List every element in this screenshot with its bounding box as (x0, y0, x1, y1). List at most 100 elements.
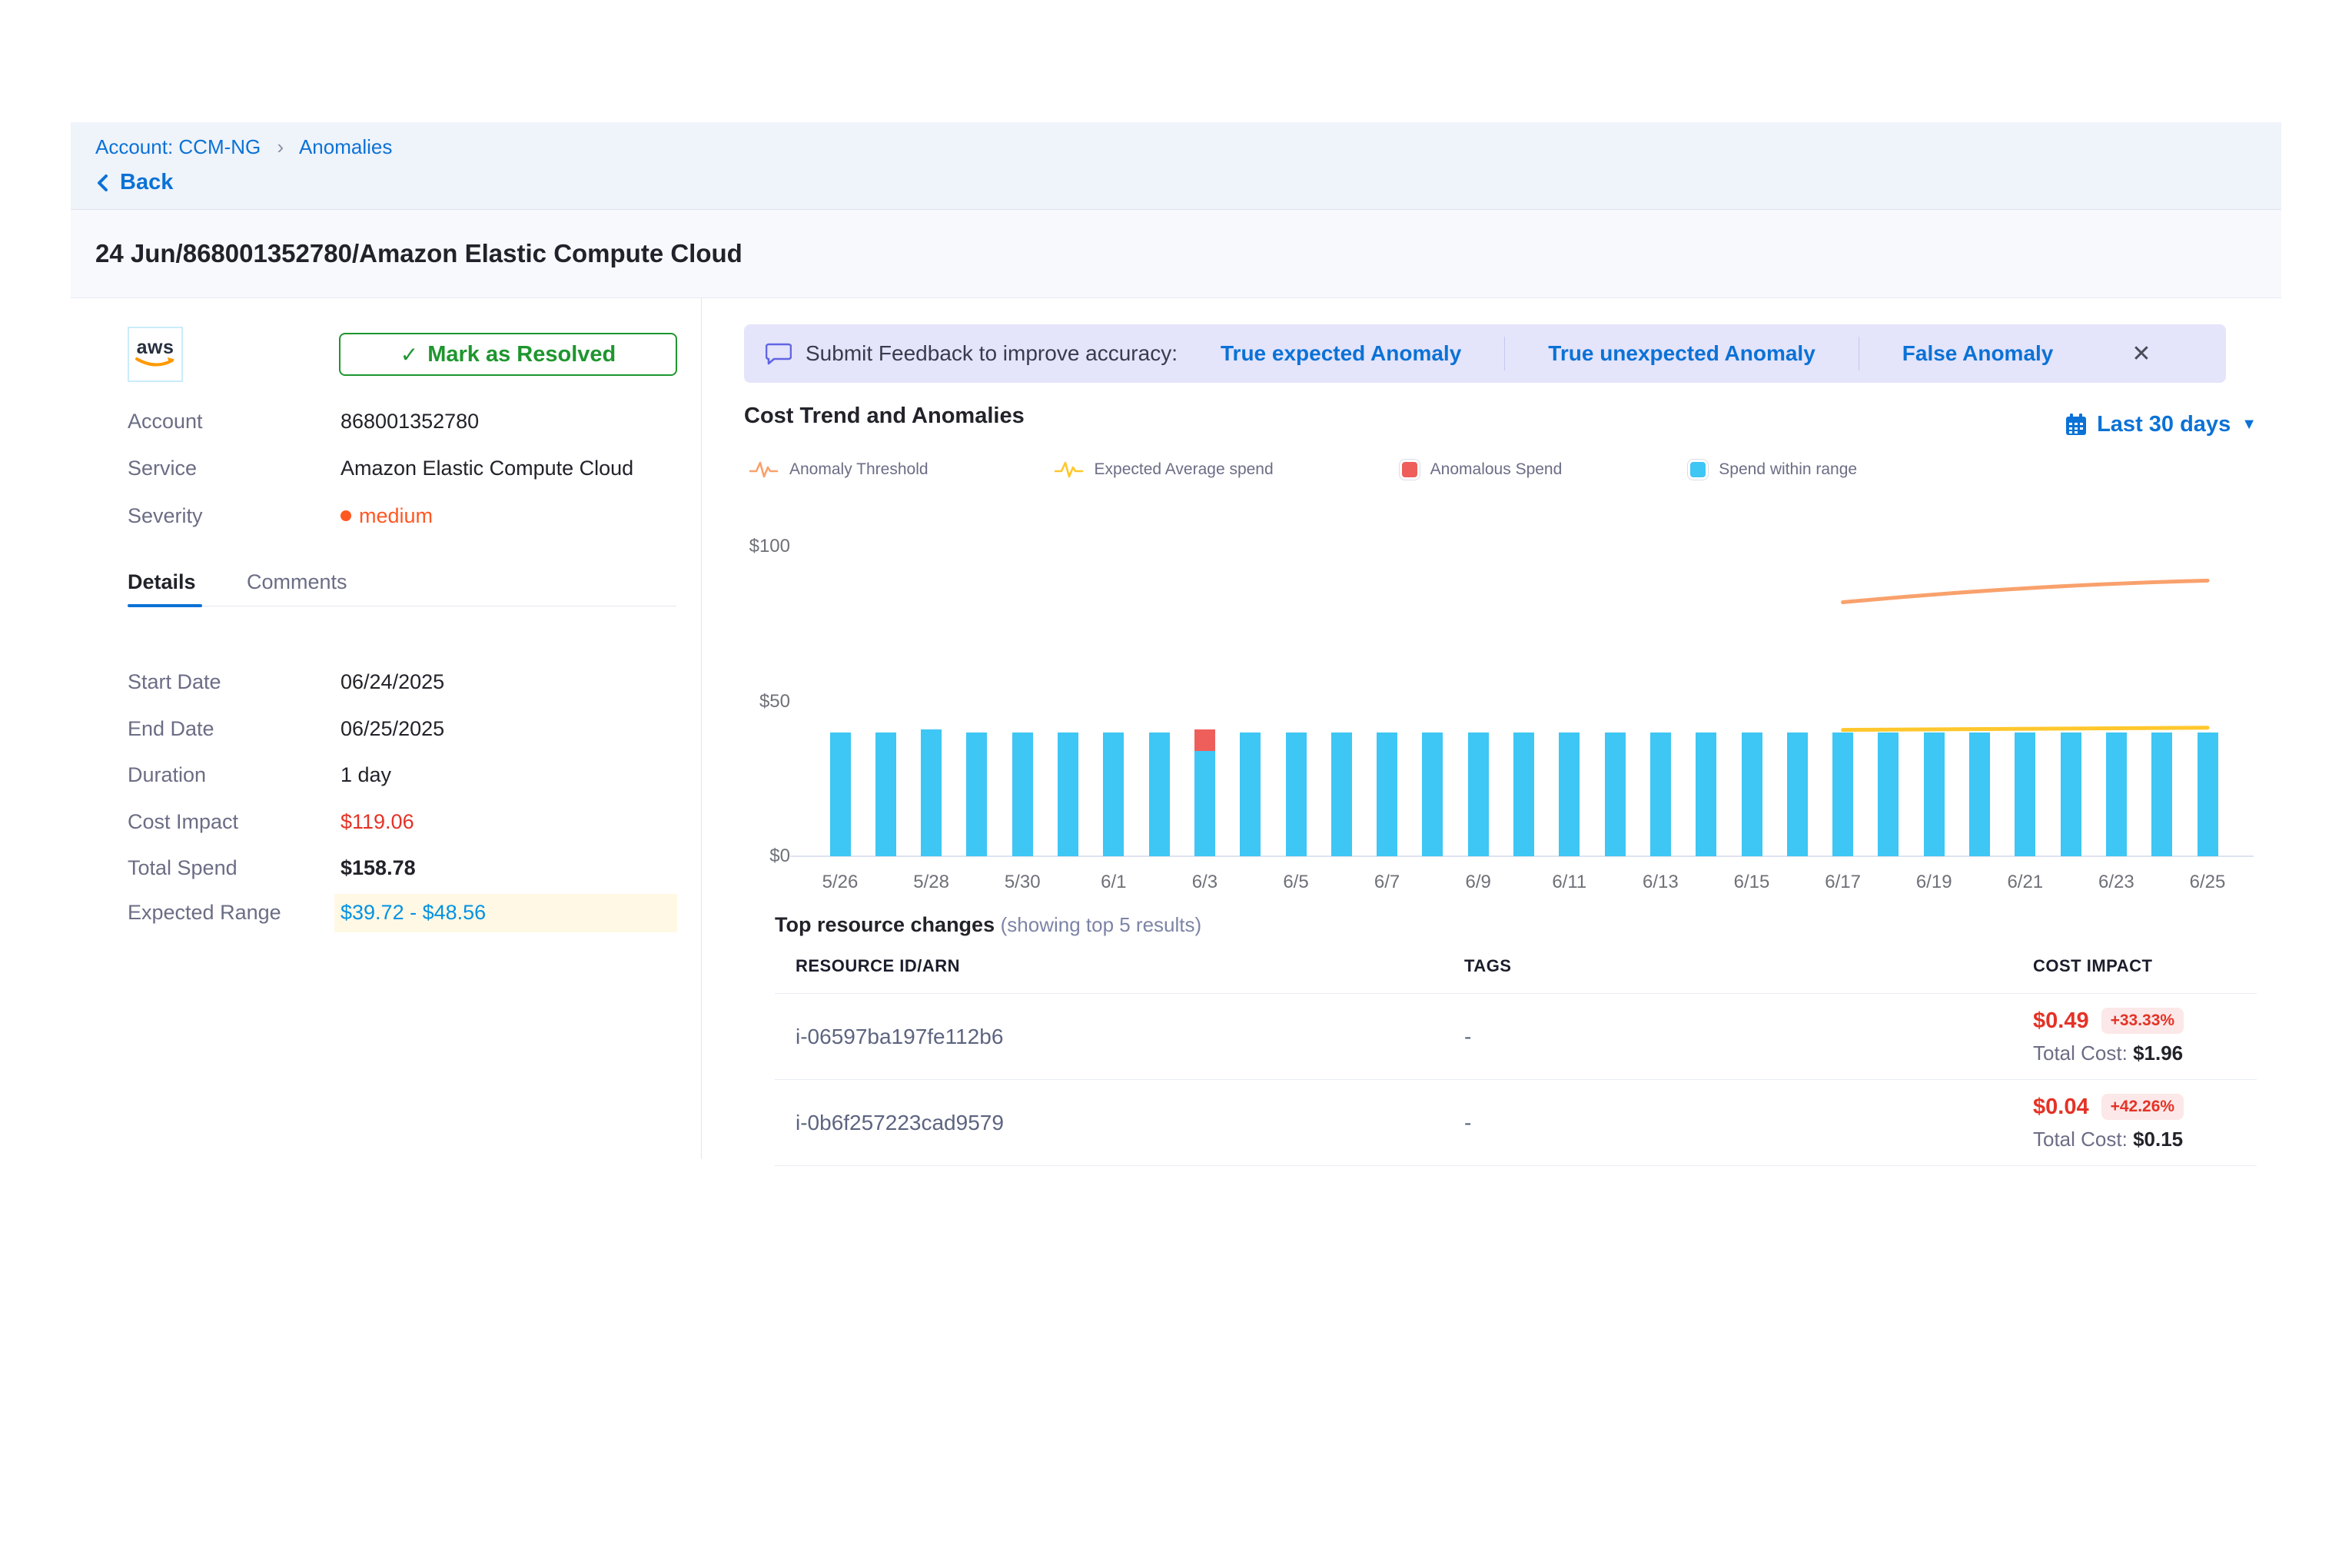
bar-6/9-within-range[interactable] (1467, 733, 1489, 856)
bar-6/20-within-range[interactable] (1969, 733, 1990, 856)
resources-table-subtitle: (showing top 5 results) (1000, 913, 1202, 936)
feedback-prompt: Submit Feedback to improve accuracy: (806, 341, 1178, 365)
bar-6/15-within-range[interactable] (1741, 733, 1762, 856)
close-banner-icon[interactable]: ✕ (2131, 341, 2151, 367)
detail-label-3: Cost Impact (128, 810, 239, 833)
legend-item-3: Spend within range (1688, 460, 1857, 480)
time-range-dropdown[interactable]: Last 30 days ▼ (2065, 412, 2257, 437)
field-label: Service (128, 457, 198, 480)
bar-6/24-within-range[interactable] (2151, 733, 2173, 856)
detail-value-2: 1 day (341, 763, 392, 786)
feedback-option-2[interactable]: False Anomaly (1902, 341, 2054, 365)
bar-6/17-within-range[interactable] (1832, 733, 1854, 856)
severity-dot (341, 510, 351, 521)
detail-label-1: End Date (128, 717, 214, 740)
field-value: 868001352780 (341, 410, 480, 433)
x-tick-6/13: 6/13 (1643, 872, 1679, 892)
cost-impact-cell: $0.04 +42.26% (2033, 1094, 2184, 1120)
feedback-option-1[interactable]: True unexpected Anomaly (1548, 341, 1815, 365)
anomaly-threshold-line (1841, 578, 2210, 605)
bar-5/26-within-range[interactable] (829, 733, 851, 856)
summary-field-account: Account 868001352780 (128, 410, 676, 440)
resource-tags: - (1464, 1025, 1472, 1048)
x-tick-6/7: 6/7 (1374, 872, 1400, 892)
detail-value-0: 06/24/2025 (341, 670, 445, 693)
y-tick-$50: $50 (759, 690, 790, 712)
active-tab-underline (128, 604, 202, 607)
x-tick-6/5: 6/5 (1283, 872, 1309, 892)
back-label: Back (120, 170, 174, 194)
bar-6/18-within-range[interactable] (1878, 733, 1899, 856)
bar-6/14-within-range[interactable] (1696, 733, 1717, 856)
bar-5/27-within-range[interactable] (875, 733, 896, 856)
bar-6/16-within-range[interactable] (1786, 733, 1808, 856)
resource-id-link[interactable]: i-0b6f257223cad9579 (796, 1111, 1004, 1134)
col-cost-impact: COST IMPACT (2033, 956, 2153, 975)
bar-5/28-within-range[interactable] (921, 729, 942, 856)
caret-down-icon: ▼ (2241, 416, 2257, 433)
summary-field-severity: Severity medium (128, 504, 676, 535)
bar-5/30-within-range[interactable] (1012, 733, 1033, 856)
zigzag-line-icon (1054, 461, 1083, 478)
chevron-left-icon (98, 174, 108, 191)
detail-tabs: Details Comments (128, 570, 347, 594)
feedback-option-0[interactable]: True expected Anomaly (1220, 341, 1462, 365)
bar-6/6-within-range[interactable] (1330, 733, 1352, 856)
legend-item-0: Anomaly Threshold (749, 458, 929, 481)
expected-range-highlight (334, 894, 677, 932)
mark-as-resolved-button[interactable]: ✓ Mark as Resolved (339, 333, 677, 376)
detail-label-4: Total Spend (128, 856, 238, 879)
bar-6/7-within-range[interactable] (1377, 733, 1398, 856)
resources-table-header: RESOURCE ID/ARN TAGS COST IMPACT (775, 950, 2257, 993)
bar-5/29-within-range[interactable] (966, 733, 988, 856)
bar-6/8-within-range[interactable] (1422, 733, 1443, 856)
bar-6/5-within-range[interactable] (1285, 733, 1307, 856)
bar-6/10-within-range[interactable] (1513, 733, 1534, 856)
bar-6/2-within-range[interactable] (1148, 733, 1170, 856)
resources-table: RESOURCE ID/ARN TAGS COST IMPACT i-06597… (775, 950, 2257, 1166)
bar-6/11-within-range[interactable] (1559, 733, 1580, 856)
bar-6/25-within-range[interactable] (2197, 733, 2218, 856)
bar-6/21-within-range[interactable] (2015, 733, 2036, 856)
x-tick-6/11: 6/11 (1552, 872, 1587, 892)
bar-6/4-within-range[interactable] (1240, 733, 1261, 856)
tab-details[interactable]: Details (128, 570, 196, 593)
bar-6/3-anomalous[interactable] (1194, 729, 1215, 751)
tab-comments[interactable]: Comments (247, 570, 347, 593)
expected-average-spend-line (1841, 726, 2210, 733)
resource-id-link[interactable]: i-06597ba197fe112b6 (796, 1025, 1004, 1048)
breadcrumb-account-link[interactable]: Account: CCM-NG (95, 135, 261, 158)
bar-6/1-within-range[interactable] (1103, 733, 1125, 856)
bar-5/31-within-range[interactable] (1058, 733, 1078, 856)
calendar-icon (2065, 413, 2088, 437)
total-cost: Total Cost: $1.96 (2033, 1041, 2184, 1065)
x-tick-6/15: 6/15 (1733, 872, 1770, 892)
panel-divider (701, 298, 702, 1159)
breadcrumb-anomalies-link[interactable]: Anomalies (298, 135, 393, 158)
bar-6/19-within-range[interactable] (1923, 733, 1945, 856)
bar-6/13-within-range[interactable] (1649, 733, 1671, 856)
page-title: 24 Jun/868001352780/Amazon Elastic Compu… (95, 239, 742, 267)
resource-tags: - (1464, 1111, 1472, 1134)
col-tags: TAGS (1464, 956, 1512, 975)
header-divider (775, 993, 2257, 994)
summary-field-service: Service Amazon Elastic Compute Cloud (128, 457, 676, 487)
zigzag-line-icon (749, 461, 779, 478)
resolve-button-label: Mark as Resolved (427, 341, 616, 367)
bar-6/23-within-range[interactable] (2105, 733, 2127, 856)
x-tick-6/19: 6/19 (1915, 872, 1952, 892)
chat-bubble-icon (766, 342, 792, 365)
aws-logo: aws (128, 327, 183, 382)
x-tick-6/23: 6/23 (2098, 872, 2134, 892)
x-axis-line (790, 855, 2254, 857)
time-range-label: Last 30 days (2097, 412, 2231, 437)
bar-6/3-within-range[interactable] (1194, 751, 1215, 856)
x-tick-6/17: 6/17 (1825, 872, 1861, 892)
bar-6/12-within-range[interactable] (1604, 733, 1626, 856)
detail-value-3: $119.06 (341, 810, 414, 833)
back-button[interactable]: Back (94, 170, 173, 195)
bar-6/22-within-range[interactable] (2060, 733, 2081, 856)
detail-value-5: $39.72 - $48.56 (341, 901, 487, 924)
cost-change-badge: +33.33% (2101, 1008, 2184, 1034)
